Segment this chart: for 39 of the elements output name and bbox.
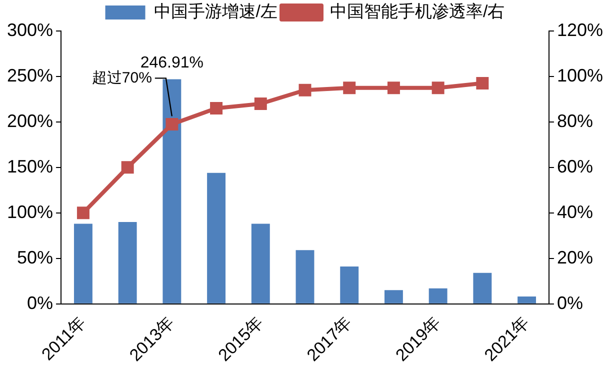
y-tick-label: 300% [6, 20, 54, 40]
point [76, 206, 90, 220]
legend-label: 中国智能手机渗透率/右 [330, 2, 505, 22]
y-tick-label: 200% [6, 110, 54, 131]
bar [518, 296, 536, 304]
legend-label: 中国手游增速/左 [154, 2, 278, 22]
bar [296, 250, 314, 304]
point [254, 98, 267, 110]
data-label: 246.91% [140, 54, 204, 72]
point [210, 102, 223, 115]
y2-tick-label: 20% [556, 247, 593, 268]
point [476, 77, 489, 90]
y-tick-label: 150% [6, 156, 54, 176]
bar [384, 290, 403, 304]
point [121, 161, 134, 174]
bar [162, 79, 182, 304]
y-tick-label: 250% [6, 65, 54, 86]
y2-tick-label: 120% [556, 20, 604, 40]
point [298, 84, 312, 96]
y2-tick-label: 0% [556, 292, 583, 313]
annotation: 超过70% [92, 69, 152, 86]
y-tick-label: 0% [27, 292, 54, 313]
bar [207, 172, 226, 304]
y2-tick-label: 80% [556, 110, 593, 131]
y-tick-label: 100% [6, 202, 54, 222]
bar [473, 272, 492, 304]
bar [251, 224, 270, 304]
y-tick-label: 50% [17, 247, 54, 268]
point [166, 118, 178, 130]
point [432, 82, 444, 94]
point [343, 82, 356, 94]
y2-tick-label: 40% [556, 202, 593, 222]
y2-tick-label: 60% [556, 156, 593, 176]
bar [74, 224, 92, 304]
bar [118, 222, 137, 304]
y2-tick-label: 100% [556, 65, 604, 86]
point [387, 82, 400, 94]
bar [340, 266, 359, 304]
bar [428, 288, 448, 304]
